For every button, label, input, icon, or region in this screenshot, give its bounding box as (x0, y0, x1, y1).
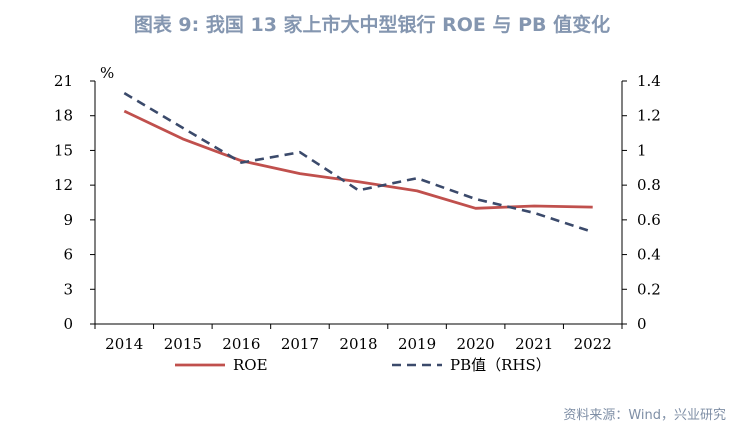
right-tick-label: 1 (637, 141, 647, 159)
x-tick-label: 2018 (339, 335, 377, 353)
x-tick-label: 2017 (281, 335, 319, 353)
x-tick-label: 2020 (457, 335, 495, 353)
chart-title: 图表 9: 我国 13 家上市大中型银行 ROE 与 PB 值变化 (133, 14, 611, 36)
right-tick-label: 0.8 (637, 176, 661, 194)
left-tick-label: 9 (63, 211, 73, 229)
right-tick-label: 0.2 (637, 280, 661, 298)
left-tick-label: 18 (54, 107, 73, 125)
left-axis-ticks: 0 3 6 9 12 15 18 21 (54, 72, 95, 333)
left-tick-label: 12 (54, 176, 73, 194)
x-tick-label: 2022 (574, 335, 612, 353)
legend-label: PB值（RHS） (450, 356, 551, 374)
left-tick-label: 3 (63, 280, 73, 298)
x-axis-ticks: 2014 2015 2016 2017 2018 2019 2020 2021 2022 (94, 324, 623, 353)
left-tick-label: 15 (54, 141, 73, 159)
left-tick-label: 0 (63, 315, 73, 333)
legend: ROE PB值（RHS） (175, 356, 551, 374)
right-tick-label: 0.6 (637, 211, 661, 229)
source-note: 资料来源：Wind，兴业研究 (563, 408, 726, 423)
series-line-roe (123, 109, 593, 210)
series-layer (123, 91, 594, 234)
right-tick-label: 0 (637, 315, 647, 333)
right-axis-ticks: 0 0.2 0.4 0.6 0.8 1 1.2 1.4 (622, 72, 661, 333)
left-tick-label: 6 (63, 246, 73, 264)
x-tick-label: 2014 (105, 335, 143, 353)
x-tick-label: 2019 (398, 335, 436, 353)
x-tick-label: 2016 (222, 335, 260, 353)
x-tick-label: 2015 (164, 335, 202, 353)
x-tick-label: 2021 (515, 335, 553, 353)
left-tick-label: 21 (54, 72, 73, 90)
axes (94, 81, 623, 325)
right-tick-label: 1.2 (637, 107, 661, 125)
legend-label: ROE (233, 356, 268, 374)
left-axis-unit: % (100, 64, 114, 82)
right-tick-label: 0.4 (637, 246, 661, 264)
series-line-pb (123, 91, 594, 234)
right-tick-label: 1.4 (637, 72, 661, 90)
